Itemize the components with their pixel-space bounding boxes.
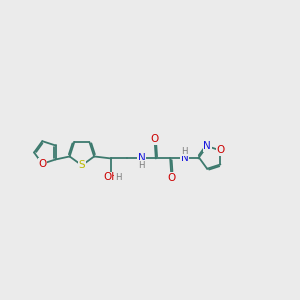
Text: N: N <box>181 153 188 164</box>
Text: O: O <box>38 159 46 169</box>
Text: OH: OH <box>103 172 119 182</box>
Text: S: S <box>79 160 85 170</box>
Text: N: N <box>138 153 145 164</box>
Text: H: H <box>181 146 188 155</box>
Text: N: N <box>203 141 211 151</box>
Text: O: O <box>216 146 224 155</box>
Text: H: H <box>115 173 121 182</box>
Text: O: O <box>167 173 175 183</box>
Text: H: H <box>138 161 145 170</box>
Text: O: O <box>151 134 159 144</box>
